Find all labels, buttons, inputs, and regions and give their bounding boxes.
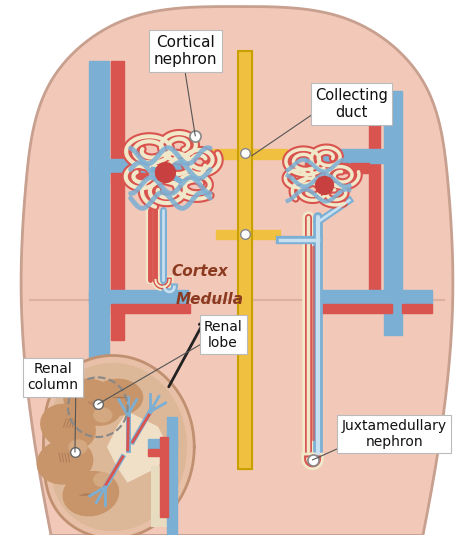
Circle shape [321,186,328,193]
Bar [369,91,380,290]
Polygon shape [44,355,194,537]
Ellipse shape [69,440,87,454]
Circle shape [166,169,174,177]
Bar [111,172,195,183]
Bar [111,61,124,339]
Ellipse shape [94,473,112,487]
Bar [216,230,238,239]
Bar [208,149,238,158]
Bar [305,163,369,172]
Ellipse shape [63,471,118,516]
Bar [238,51,252,469]
Bar [161,437,168,517]
Ellipse shape [37,440,93,484]
Bar [252,149,287,158]
Bar [111,304,190,313]
Text: Cortex: Cortex [172,265,228,279]
Circle shape [321,178,328,185]
Text: Medulla: Medulla [176,292,244,307]
Bar [384,91,402,335]
Bar [252,230,280,239]
Circle shape [162,173,169,182]
Bar [147,449,175,456]
Bar [402,304,432,313]
Circle shape [156,169,164,177]
Bar [89,158,188,172]
Bar [147,439,177,449]
Bar [305,149,384,163]
Circle shape [155,163,175,183]
Circle shape [166,169,174,177]
Circle shape [317,182,324,189]
Circle shape [325,182,332,189]
Bar [305,304,392,313]
Ellipse shape [41,404,95,449]
Text: Renal
lobe: Renal lobe [204,320,243,350]
Bar [238,51,252,469]
Bar [89,290,188,304]
Bar [305,290,402,304]
Text: Juxtamedullary
nephron: Juxtamedullary nephron [341,419,447,449]
Circle shape [325,182,332,189]
Polygon shape [21,6,453,535]
Text: Collecting
duct: Collecting duct [315,88,388,120]
Text: Renal
column: Renal column [27,362,79,393]
Ellipse shape [64,379,122,425]
Ellipse shape [93,379,143,415]
Text: Cortical
nephron: Cortical nephron [154,35,217,68]
Circle shape [162,164,169,171]
Circle shape [316,177,333,194]
Bar [153,467,168,526]
Polygon shape [50,364,186,531]
Bar [402,290,432,304]
Bar [167,417,177,536]
Bar [89,61,109,399]
Polygon shape [108,412,167,482]
Ellipse shape [94,408,112,422]
